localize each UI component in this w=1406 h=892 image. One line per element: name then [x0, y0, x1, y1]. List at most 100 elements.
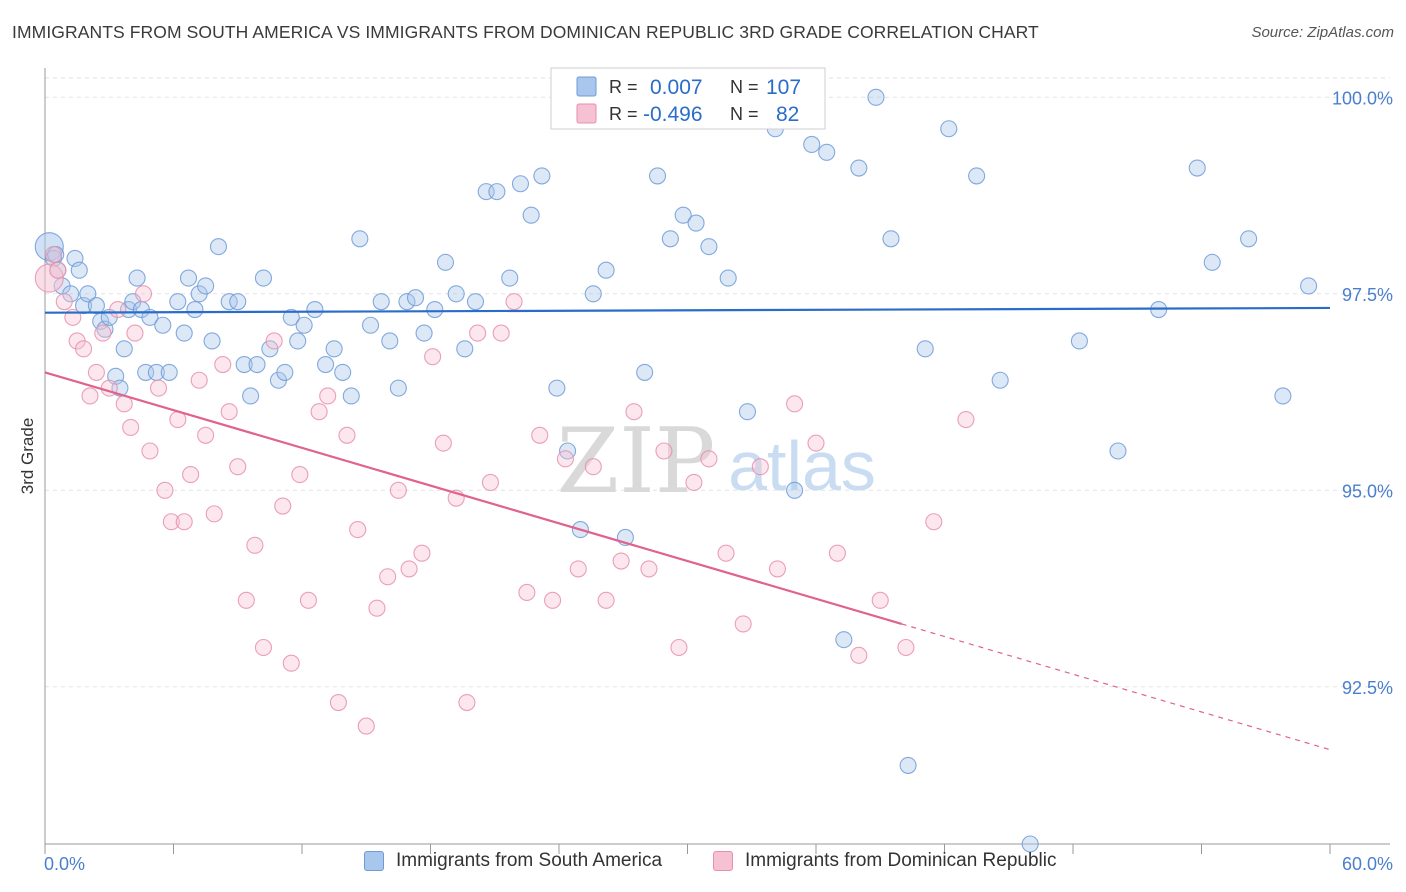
- point-dominican-republic: [190, 371, 208, 389]
- point-dominican-republic: [338, 426, 356, 444]
- point-south-america: [289, 332, 307, 350]
- point-south-america: [466, 293, 485, 311]
- point-south-america: [175, 324, 193, 342]
- legend-item-south-america[interactable]: Immigrants from South America: [364, 850, 662, 872]
- point-south-america: [456, 340, 474, 358]
- point-dominican-republic: [299, 591, 317, 609]
- legend-stats: R = 0.007 N = 107 R = -0.496 N = 82: [550, 67, 826, 130]
- point-south-america: [738, 403, 757, 421]
- point-south-america: [968, 167, 986, 185]
- legend-item-dominican-republic[interactable]: Immigrants from Dominican Republic: [713, 850, 1057, 872]
- point-dominican-republic: [400, 560, 418, 578]
- point-south-america: [154, 316, 172, 334]
- point-dominican-republic: [329, 693, 347, 712]
- point-dominican-republic: [458, 693, 476, 712]
- y-tick-label: 95.0%: [1342, 481, 1393, 501]
- point-south-america: [488, 183, 506, 201]
- point-dominican-republic: [544, 591, 562, 609]
- point-dominican-republic: [75, 340, 93, 358]
- point-south-america: [687, 214, 705, 232]
- point-dominican-republic: [34, 263, 64, 293]
- point-dominican-republic: [518, 583, 536, 602]
- point-dominican-republic: [109, 300, 127, 319]
- legend-r-label-2: R =: [609, 104, 638, 124]
- point-dominican-republic: [357, 717, 375, 735]
- point-dominican-republic: [349, 521, 367, 539]
- point-dominican-republic: [156, 481, 174, 499]
- point-south-america: [511, 175, 530, 193]
- point-south-america: [406, 289, 425, 307]
- point-dominican-republic: [81, 387, 99, 405]
- point-dominican-republic: [768, 560, 787, 578]
- point-dominican-republic: [282, 654, 300, 672]
- point-dominican-republic: [49, 261, 67, 279]
- point-south-america: [235, 355, 253, 374]
- point-south-america: [835, 631, 853, 649]
- point-south-america: [248, 355, 266, 374]
- point-dominican-republic: [897, 638, 915, 657]
- point-dominican-republic: [368, 599, 386, 617]
- point-south-america: [381, 332, 399, 350]
- point-dominican-republic: [310, 403, 328, 421]
- point-dominican-republic: [640, 560, 658, 578]
- legend-r-value-1: 0.007: [650, 76, 703, 99]
- point-dominican-republic: [319, 387, 337, 405]
- point-dominican-republic: [141, 442, 159, 460]
- point-south-america: [899, 756, 917, 774]
- point-south-america: [1109, 442, 1127, 460]
- point-south-america: [597, 261, 615, 279]
- point-dominican-republic: [291, 466, 309, 484]
- trend-line-south-america: [44, 306, 1331, 314]
- legend-r-value-2: -0.496: [643, 103, 703, 126]
- point-dominican-republic: [481, 473, 500, 491]
- trend-line-dominican-republic-extension: [901, 623, 1331, 751]
- watermark-zip: ZIP: [557, 409, 716, 514]
- point-south-america: [415, 324, 433, 342]
- point-south-america: [169, 293, 187, 311]
- point-south-america: [87, 297, 105, 315]
- point-south-america: [160, 363, 178, 381]
- legend-swatch-south-america: [364, 851, 384, 871]
- point-south-america: [1188, 159, 1206, 177]
- series-south-america: [34, 88, 1318, 853]
- point-dominican-republic: [957, 411, 975, 429]
- point-dominican-republic: [469, 324, 487, 342]
- point-south-america: [186, 300, 204, 319]
- point-south-america: [254, 269, 273, 287]
- point-dominican-republic: [55, 293, 73, 311]
- point-dominican-republic: [569, 560, 587, 578]
- point-dominican-republic: [94, 324, 112, 342]
- point-south-america: [584, 285, 602, 303]
- point-south-america: [209, 238, 228, 256]
- point-south-america: [128, 269, 146, 287]
- point-dominican-republic: [751, 458, 769, 476]
- point-south-america: [786, 481, 804, 499]
- point-south-america: [636, 363, 654, 381]
- point-south-america: [850, 159, 868, 177]
- point-south-america: [295, 316, 313, 334]
- point-south-america: [548, 379, 566, 397]
- chart-source: Source: ZipAtlas.com: [1251, 24, 1394, 41]
- point-dominican-republic: [87, 363, 105, 381]
- point-south-america: [661, 230, 679, 248]
- point-dominican-republic: [685, 473, 703, 491]
- point-south-america: [361, 316, 380, 334]
- point-south-america: [197, 277, 215, 295]
- point-dominican-republic: [214, 355, 232, 374]
- point-dominican-republic: [149, 379, 168, 397]
- point-south-america: [325, 340, 343, 358]
- point-south-america: [940, 120, 958, 138]
- point-dominican-republic: [807, 434, 825, 452]
- point-dominican-republic: [584, 458, 602, 476]
- point-south-america: [282, 308, 300, 326]
- legend-swatch-pink: [576, 103, 597, 124]
- point-dominican-republic: [828, 544, 846, 562]
- point-dominican-republic: [162, 513, 180, 531]
- point-dominican-republic: [700, 450, 718, 468]
- legend-n-label-2: N =: [730, 104, 759, 124]
- point-south-america: [1274, 387, 1292, 405]
- point-dominican-republic: [254, 638, 273, 657]
- point-dominican-republic: [786, 395, 804, 413]
- point-south-america: [203, 332, 221, 350]
